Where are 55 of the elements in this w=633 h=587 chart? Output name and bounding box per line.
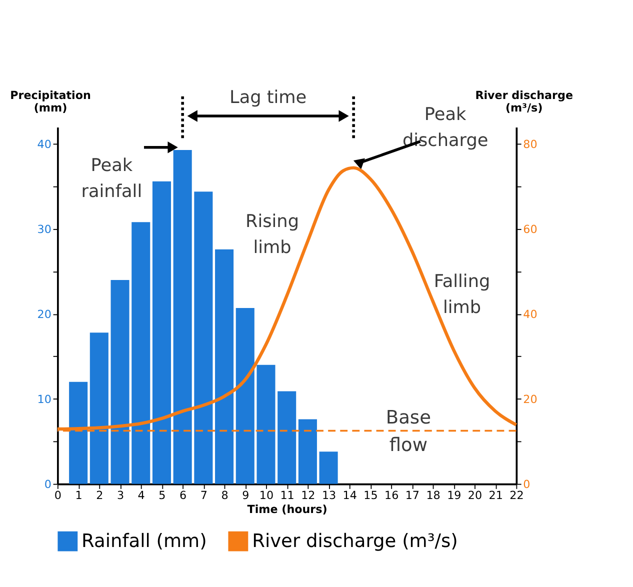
bar [69,382,88,484]
legend-label: Rainfall (mm) [82,530,207,552]
x-tick-label: 17 [405,489,420,502]
annotation: Rising limb [245,212,299,258]
bar [173,150,192,484]
bar [152,181,171,484]
y2-tick-label: 0 [523,478,530,492]
x-tick-label: 8 [221,489,228,502]
y-tick-label: 30 [37,223,52,236]
x-tick-label: 5 [158,489,166,502]
x-tick-label: 13 [322,489,336,502]
x-tick-label: 15 [364,489,378,502]
bar [278,391,296,484]
bar [298,419,317,484]
x-tick-label: 21 [488,489,503,502]
y2-tick-label: 20 [523,393,538,406]
x-tick-label: 14 [342,489,357,502]
annotation: Peak rainfall [81,156,142,202]
x-tick-label: 11 [280,489,294,502]
y2-tick-label: 80 [523,138,538,152]
bar [132,222,150,484]
x-tick-label: 0 [54,489,62,502]
x-tick-label: 22 [510,489,524,502]
legend-label: River discharge (m³/s) [252,530,458,552]
x-tick-label: 9 [242,489,250,502]
y-axis-title: Precipitation (mm) [10,88,91,115]
x-tick-label: 7 [200,489,208,502]
bar [236,308,254,484]
x-axis-title: Time (hours) [247,503,328,516]
y-tick-label: 20 [37,308,52,322]
x-tick-label: 4 [138,489,145,502]
y-tick-label: 10 [37,393,52,406]
y2-tick-label: 60 [523,223,538,236]
bar [194,192,213,484]
x-tick-label: 18 [426,489,440,502]
bar [110,280,130,484]
x-tick-label: 2 [96,489,104,502]
y2-tick-label: 40 [523,308,538,322]
text: Lag time [230,88,307,108]
y-tick-label: 40 [37,138,52,152]
ref-line-label: Base flow [386,407,431,456]
x-tick-label: 20 [468,489,482,502]
x-tick-label: 3 [116,489,124,502]
annotation: Falling limb [434,272,490,318]
x-tick-label: 19 [447,489,462,502]
x-tick-label: 10 [259,489,274,502]
x-tick-label: 12 [301,489,316,502]
bar [215,249,234,484]
x-tick-label: 6 [180,489,187,502]
x-tick-label: 1 [75,489,82,502]
bar [256,364,276,484]
bar [90,332,108,484]
x-tick-label: 16 [384,489,399,502]
bar [319,452,338,484]
y-tick-label: 0 [44,478,52,492]
